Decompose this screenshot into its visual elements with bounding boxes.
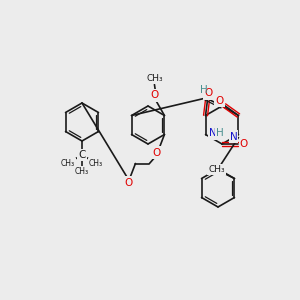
Text: O: O [204, 88, 213, 98]
Text: O: O [240, 139, 248, 149]
Text: CH₃: CH₃ [61, 158, 75, 167]
Text: H: H [216, 128, 224, 139]
Text: O: O [124, 178, 133, 188]
Text: O: O [215, 95, 223, 106]
Text: CH₃: CH₃ [89, 158, 103, 167]
Text: C: C [78, 150, 86, 160]
Text: O: O [152, 148, 160, 158]
Text: CH₃: CH₃ [208, 165, 225, 174]
Text: CH₃: CH₃ [146, 74, 163, 83]
Text: N: N [209, 128, 216, 139]
Text: O: O [150, 91, 159, 100]
Text: CH₃: CH₃ [75, 167, 89, 176]
Text: N: N [230, 131, 237, 142]
Text: H: H [200, 85, 208, 95]
